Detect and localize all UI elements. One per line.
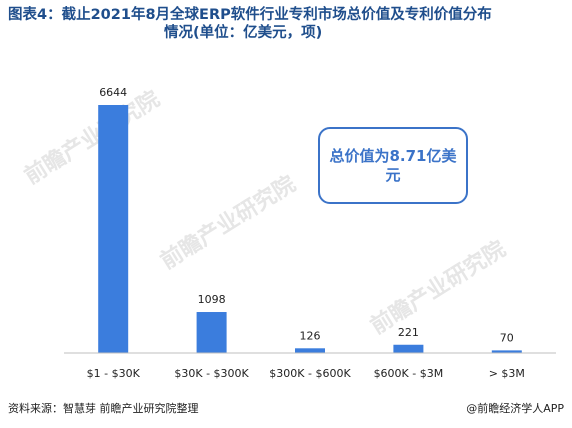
bar xyxy=(491,350,522,353)
data-label: 221 xyxy=(398,326,419,339)
total-value-callout: 总价值为8.71亿美元 xyxy=(318,127,468,204)
chart-title: 图表4：截止2021年8月全球ERP软件行业专利市场总价值及专利价值分布 情况(… xyxy=(8,6,564,42)
data-label: 126 xyxy=(300,329,321,342)
bar xyxy=(295,348,325,353)
x-tick-label: $30K - $300K xyxy=(174,367,249,380)
data-label: 6644 xyxy=(99,86,127,99)
source-note: 资料来源：智慧芽 前瞻产业研究院整理 xyxy=(8,402,199,415)
x-tick-label: > $3M xyxy=(489,367,525,380)
data-label: 70 xyxy=(500,331,514,344)
bar xyxy=(196,312,227,353)
data-label: 1098 xyxy=(198,293,226,306)
chart-title-line1: 图表4：截止2021年8月全球ERP软件行业专利市场总价值及专利价值分布 xyxy=(8,7,492,23)
bar xyxy=(98,105,129,353)
brand-credit: @前瞻经济学人APP xyxy=(466,402,564,415)
chart-title-line2: 情况(单位：亿美元，项) xyxy=(164,25,323,41)
x-tick-label: $1 - $30K xyxy=(87,367,141,380)
callout-text: 总价值为8.71亿美元 xyxy=(329,146,457,184)
x-tick-label: $600K - $3M xyxy=(374,367,444,380)
bar xyxy=(393,344,424,353)
x-tick-label: $300K - $600K xyxy=(269,367,351,380)
footer: 资料来源：智慧芽 前瞻产业研究院整理 @前瞻经济学人APP xyxy=(8,399,564,419)
